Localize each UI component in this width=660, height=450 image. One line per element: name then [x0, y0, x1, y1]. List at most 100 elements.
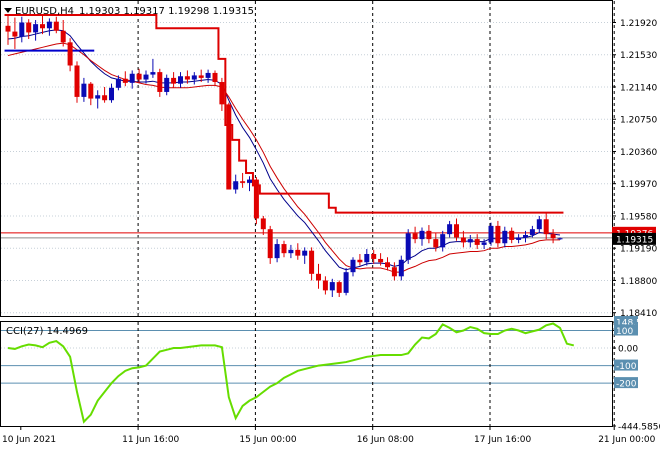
- candle[interactable]: [474, 234, 480, 250]
- candle-body: [164, 77, 170, 92]
- candle[interactable]: [178, 72, 183, 88]
- candle[interactable]: [205, 69, 211, 83]
- candle[interactable]: [53, 16, 59, 34]
- candle[interactable]: [171, 72, 177, 88]
- candle[interactable]: [391, 262, 397, 281]
- candle[interactable]: [150, 58, 156, 78]
- candle[interactable]: [336, 280, 342, 297]
- candle[interactable]: [398, 255, 404, 281]
- candle[interactable]: [426, 225, 432, 244]
- candle[interactable]: [460, 230, 466, 248]
- candle[interactable]: [495, 220, 501, 248]
- candle[interactable]: [102, 86, 108, 103]
- candle[interactable]: [419, 227, 425, 246]
- candle[interactable]: [253, 177, 259, 225]
- candle[interactable]: [247, 176, 252, 192]
- candle[interactable]: [322, 276, 328, 295]
- candle[interactable]: [226, 102, 232, 190]
- candle[interactable]: [12, 17, 18, 49]
- candle[interactable]: [143, 70, 149, 84]
- candle[interactable]: [191, 72, 197, 85]
- candle[interactable]: [74, 61, 80, 103]
- candle[interactable]: [288, 244, 294, 259]
- candle[interactable]: [536, 215, 542, 233]
- candle[interactable]: [122, 71, 128, 87]
- candle[interactable]: [502, 226, 508, 248]
- candle[interactable]: [81, 77, 87, 102]
- candle-body: [543, 219, 549, 235]
- candle[interactable]: [529, 225, 535, 238]
- candle[interactable]: [488, 222, 494, 246]
- candle-body: [67, 42, 73, 66]
- candle[interactable]: [26, 19, 32, 40]
- candle[interactable]: [19, 16, 25, 43]
- candle[interactable]: [274, 239, 280, 263]
- candle[interactable]: [329, 278, 335, 297]
- candle[interactable]: [164, 74, 170, 96]
- candle[interactable]: [385, 257, 390, 271]
- candle[interactable]: [405, 229, 411, 264]
- cci-level-badge: [614, 377, 638, 389]
- candle[interactable]: [516, 234, 522, 244]
- candle[interactable]: [5, 14, 11, 45]
- candle-body: [371, 253, 377, 259]
- candle-body: [95, 95, 101, 99]
- candle-body: [212, 72, 218, 83]
- candle[interactable]: [157, 68, 163, 97]
- candle[interactable]: [302, 247, 308, 264]
- candle[interactable]: [454, 218, 459, 241]
- candle[interactable]: [109, 83, 114, 103]
- candle-body: [267, 229, 273, 259]
- candle[interactable]: [260, 215, 266, 235]
- collapse-triangle-icon[interactable]: [4, 8, 12, 13]
- candle[interactable]: [364, 249, 370, 266]
- candle[interactable]: [295, 243, 301, 260]
- candle[interactable]: [316, 263, 321, 289]
- candle[interactable]: [350, 257, 356, 277]
- candle[interactable]: [184, 70, 190, 84]
- candle[interactable]: [433, 232, 439, 252]
- candle[interactable]: [33, 20, 39, 41]
- candle-body: [329, 282, 335, 291]
- candle[interactable]: [281, 240, 287, 258]
- candle[interactable]: [233, 174, 239, 194]
- candle[interactable]: [543, 212, 549, 240]
- candle[interactable]: [212, 70, 218, 87]
- candle[interactable]: [371, 249, 377, 264]
- candle[interactable]: [219, 77, 225, 111]
- candle[interactable]: [447, 220, 453, 238]
- candle[interactable]: [481, 239, 487, 250]
- symbol-label: EURUSD,H4: [15, 6, 74, 17]
- cci-plot-area[interactable]: [0, 321, 613, 427]
- candle[interactable]: [136, 68, 142, 83]
- candle[interactable]: [509, 227, 515, 244]
- candle[interactable]: [357, 253, 363, 266]
- candle[interactable]: [198, 69, 204, 83]
- candle[interactable]: [550, 229, 556, 244]
- candle[interactable]: [440, 230, 446, 252]
- candle[interactable]: [129, 70, 135, 89]
- candle-body: [240, 181, 246, 183]
- candle[interactable]: [115, 75, 121, 91]
- price-tick-label: 1.19970: [620, 180, 657, 190]
- candle[interactable]: [240, 172, 246, 188]
- main-plot-area[interactable]: [0, 0, 613, 317]
- candle[interactable]: [343, 268, 349, 296]
- candle[interactable]: [267, 225, 273, 264]
- candle[interactable]: [60, 20, 66, 47]
- candle[interactable]: [88, 82, 94, 106]
- candle[interactable]: [467, 234, 473, 248]
- candle[interactable]: [412, 226, 418, 244]
- candle[interactable]: [40, 15, 45, 35]
- candle[interactable]: [46, 18, 52, 36]
- candle[interactable]: [523, 230, 528, 243]
- candle[interactable]: [67, 38, 73, 72]
- candle[interactable]: [378, 253, 384, 266]
- candle[interactable]: [557, 237, 563, 240]
- time-label: 16 Jun 08:00: [357, 435, 414, 445]
- candle[interactable]: [309, 247, 315, 281]
- candle[interactable]: [95, 90, 101, 109]
- candles[interactable]: [5, 14, 563, 297]
